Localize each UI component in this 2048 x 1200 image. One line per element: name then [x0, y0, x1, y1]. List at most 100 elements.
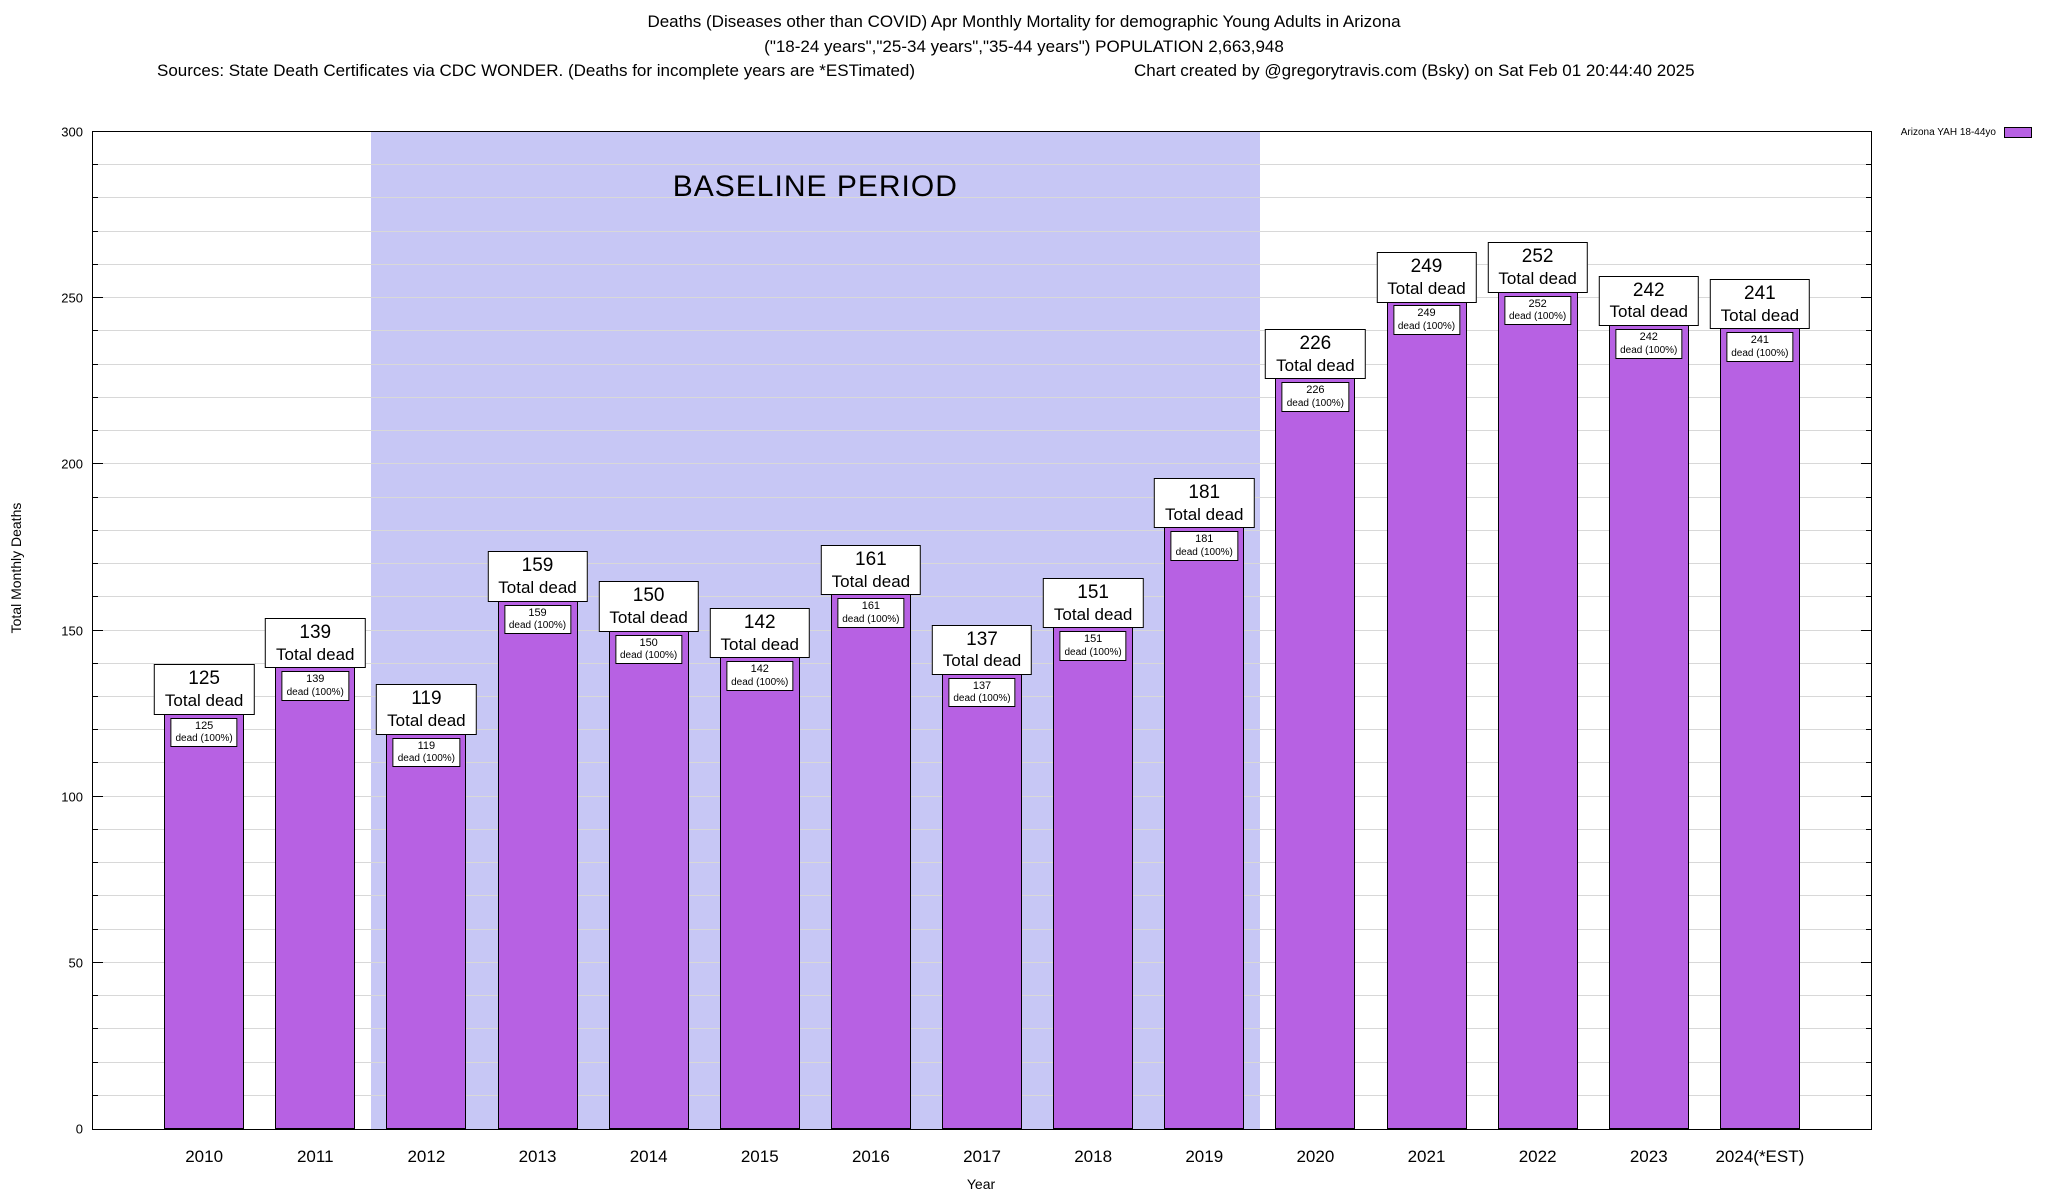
bar-inner-label: 241 dead (100%) — [1726, 332, 1794, 362]
bar-total-caption: Total dead — [1498, 269, 1577, 289]
y-tick-mark — [1866, 862, 1871, 864]
y-tick-mark — [93, 828, 98, 830]
y-tick-label: 150 — [61, 623, 83, 638]
chart-subtitle: ("18-24 years","25-34 years","35-44 year… — [764, 37, 1284, 56]
bar-total-value: 242 — [1632, 279, 1665, 301]
bar-total-caption: Total dead — [1053, 604, 1133, 624]
bar-inner-caption: dead (100%) — [397, 753, 456, 765]
bar-2024(*EST) — [1719, 328, 1800, 1129]
y-tick-mark — [1866, 197, 1871, 199]
x-category-label: 2010 — [185, 1147, 224, 1166]
bar-total-value: 150 — [632, 585, 665, 607]
y-tick-mark — [1861, 463, 1871, 465]
y-tick-label: 300 — [61, 124, 83, 140]
y-tick-mark — [93, 895, 98, 897]
bar-inner-value: 137 — [972, 679, 992, 692]
y-tick-mark — [1866, 596, 1871, 598]
x-category-label: 2020 — [1296, 1147, 1335, 1166]
y-tick-mark — [93, 230, 98, 232]
bar-total-caption: Total dead — [609, 608, 688, 628]
gridline — [93, 330, 1871, 332]
y-tick-mark — [93, 563, 98, 565]
bar-inner-value: 139 — [306, 673, 325, 686]
bar-inner-label: 125 dead (100%) — [170, 717, 238, 748]
gridline — [93, 563, 1871, 565]
bar-total-caption: Total dead — [1276, 355, 1355, 375]
bar-total-label: 242 Total dead — [1598, 275, 1699, 326]
bar-inner-caption: dead (100%) — [1731, 347, 1789, 359]
bar-inner-value: 150 — [639, 636, 658, 649]
credit-note: Chart created by @gregorytravis.com (Bsk… — [1134, 61, 1695, 80]
y-tick-mark — [1866, 1028, 1871, 1030]
y-tick-mark — [93, 1028, 98, 1030]
bar-total-value: 139 — [299, 621, 332, 643]
x-category-label: 2011 — [296, 1147, 334, 1166]
bar-inner-value: 226 — [1306, 383, 1325, 396]
bar-total-value: 137 — [966, 628, 998, 650]
y-tick-mark — [1866, 828, 1871, 830]
y-tick-mark — [1866, 430, 1871, 432]
y-tick-mark — [93, 330, 98, 332]
y-tick-mark — [1861, 961, 1871, 963]
bar-total-label: 142 Total dead — [709, 607, 810, 659]
bar-inner-value: 159 — [528, 606, 547, 619]
bar-total-label: 252 Total dead — [1487, 242, 1588, 293]
y-tick-mark — [93, 928, 98, 930]
y-tick-mark — [1866, 263, 1871, 265]
y-tick-mark — [1866, 529, 1871, 531]
y-tick-mark — [93, 629, 103, 631]
bar-total-label: 150 Total dead — [598, 581, 699, 632]
bar-2021 — [1386, 301, 1467, 1129]
gridline — [93, 363, 1871, 365]
bar-total-caption: Total dead — [1165, 505, 1244, 525]
bar-total-caption: Total dead — [164, 691, 244, 711]
bar-inner-caption: dead (100%) — [731, 676, 789, 688]
y-tick-mark — [93, 529, 98, 531]
bar-total-value: 142 — [743, 611, 776, 633]
chart-title: Deaths (Diseases other than COVID) Apr M… — [647, 12, 1401, 31]
bar-total-label: 241 Total dead — [1709, 278, 1811, 330]
bar-inner-label: 142 dead (100%) — [726, 661, 794, 691]
bar-inner-value: 249 — [1417, 307, 1436, 320]
bar-total-value: 226 — [1299, 332, 1332, 354]
y-tick-mark — [1866, 928, 1871, 930]
bar-inner-label: 151 dead (100%) — [1059, 631, 1127, 661]
bar-inner-caption: dead (100%) — [842, 613, 900, 625]
bar-2013 — [497, 600, 578, 1129]
y-tick-mark — [93, 961, 103, 963]
bar-inner-label: 119 dead (100%) — [392, 737, 461, 768]
y-tick-mark — [93, 297, 103, 299]
y-tick-mark — [1866, 330, 1871, 332]
y-tick-mark — [93, 862, 98, 864]
bar-inner-value: 142 — [750, 663, 769, 676]
bar-inner-label: 161 dead (100%) — [837, 597, 905, 628]
x-category-label: 2014 — [629, 1147, 668, 1166]
bar-total-value: 125 — [188, 668, 220, 690]
x-axis-title: Year — [966, 1176, 996, 1192]
x-category-label: 2023 — [1629, 1147, 1668, 1166]
bar-inner-label: 137 dead (100%) — [948, 677, 1016, 708]
bar-inner-value: 241 — [1750, 334, 1770, 347]
bar-2020 — [1275, 377, 1356, 1129]
bar-inner-value: 125 — [194, 719, 214, 732]
y-tick-mark — [93, 729, 98, 731]
y-tick-mark — [93, 1061, 98, 1063]
y-tick-mark — [1866, 1061, 1871, 1063]
legend-swatch-icon — [2004, 127, 2032, 138]
gridline — [93, 297, 1871, 299]
y-tick-mark — [93, 695, 98, 697]
y-tick-mark — [93, 164, 98, 166]
bar-inner-caption: dead (100%) — [1620, 344, 1678, 356]
y-tick-mark — [1866, 363, 1871, 365]
y-tick-label: 250 — [61, 290, 83, 306]
bar-inner-caption: dead (100%) — [508, 620, 567, 632]
bar-2019 — [1164, 527, 1245, 1129]
x-category-label: 2015 — [740, 1147, 779, 1166]
bar-inner-caption: dead (100%) — [953, 693, 1011, 705]
x-category-label: 2024(*EST) — [1715, 1147, 1805, 1166]
bar-total-caption: Total dead — [720, 634, 799, 654]
y-tick-mark — [1866, 563, 1871, 565]
bar-inner-caption: dead (100%) — [175, 733, 233, 745]
gridline — [93, 430, 1871, 432]
